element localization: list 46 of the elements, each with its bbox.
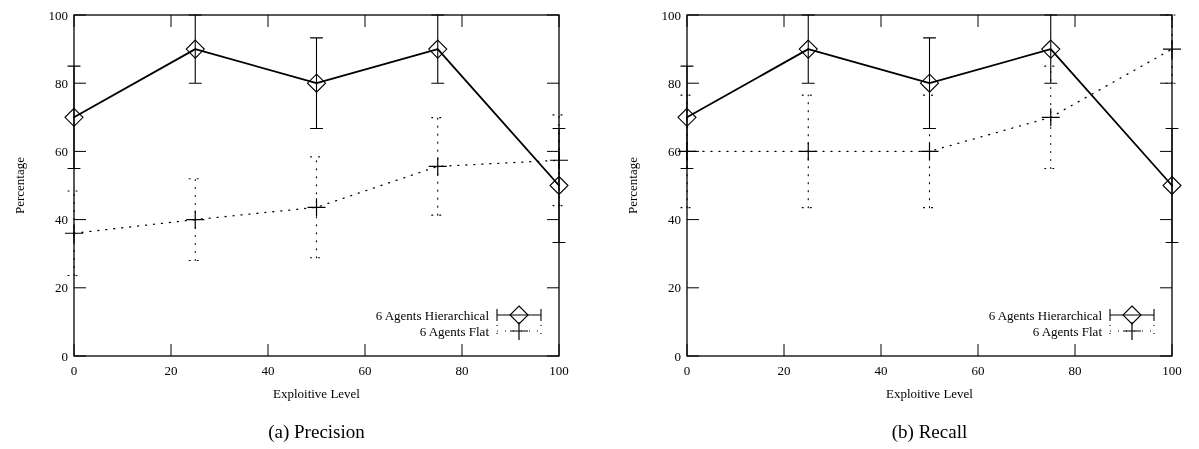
- point: [185, 210, 205, 230]
- legend-label: 6 Agents Flat: [1032, 324, 1103, 339]
- point: [306, 73, 327, 93]
- x-tick-label: 60: [358, 363, 372, 378]
- y-tick-label: 100: [661, 7, 681, 23]
- y-tick-label: 80: [55, 75, 68, 91]
- y-tick-label: 20: [668, 280, 681, 296]
- x-axis-title: Exploitive Level: [272, 386, 361, 401]
- legend-label: 6 Agents Flat: [419, 324, 490, 339]
- point: [428, 156, 448, 176]
- point: [919, 141, 940, 161]
- point: [428, 39, 448, 59]
- y-tick-label: 60: [55, 143, 68, 159]
- y-axis-title: Percentage: [625, 156, 640, 215]
- point: [798, 39, 818, 59]
- y-tick-label: 40: [668, 212, 681, 228]
- x-axis-title: Exploitive Level: [885, 386, 974, 401]
- x-tick-label: 80: [1068, 363, 1082, 378]
- y-tick-label: 0: [61, 348, 68, 364]
- point: [549, 175, 569, 196]
- x-tick-label: 20: [777, 363, 791, 378]
- y-tick-label: 40: [55, 212, 68, 228]
- y-tick-label: 100: [48, 7, 68, 23]
- y-tick-label: 60: [668, 143, 681, 159]
- x-tick-label: 0: [70, 363, 78, 378]
- x-tick-label: 80: [455, 363, 469, 378]
- x-tick-label: 100: [1162, 363, 1182, 378]
- text: (b) Recall: [891, 421, 968, 443]
- point: [1162, 175, 1182, 196]
- point: [306, 197, 327, 217]
- x-tick-label: 20: [164, 363, 178, 378]
- point: [919, 73, 940, 93]
- x-tick-label: 40: [874, 363, 888, 378]
- y-axis-title: Percentage: [12, 156, 27, 215]
- y-tick-label: 20: [55, 280, 68, 296]
- x-tick-label: 0: [683, 363, 691, 378]
- x-tick-label: 100: [549, 363, 569, 378]
- text: (a) Precision: [268, 421, 366, 443]
- x-tick-label: 40: [261, 363, 275, 378]
- point: [1041, 39, 1061, 59]
- point: [185, 39, 205, 59]
- x-tick-label: 60: [971, 363, 985, 378]
- legend-label: 6 Agents Hierarchical: [988, 308, 1103, 323]
- legend-label: 6 Agents Hierarchical: [375, 308, 490, 323]
- y-tick-label: 80: [668, 75, 681, 91]
- y-tick-label: 0: [674, 348, 681, 364]
